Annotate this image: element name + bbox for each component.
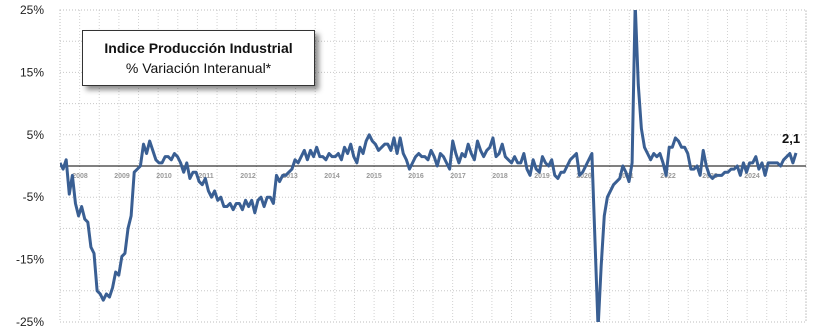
y-tick-label: -25% bbox=[16, 315, 44, 328]
x-tick-label: 2022 bbox=[660, 173, 676, 180]
x-tick-label: 2018 bbox=[492, 173, 508, 180]
x-tick-label: 2014 bbox=[324, 173, 340, 180]
series-layer bbox=[60, 10, 798, 322]
y-tick-label: 5% bbox=[27, 128, 45, 142]
x-tick-label: 2016 bbox=[408, 173, 424, 180]
x-tick-label: 2020 bbox=[576, 173, 592, 180]
x-tick-label: 2024 bbox=[744, 173, 760, 180]
x-tick-label: 2015 bbox=[366, 173, 382, 180]
x-tick-label: 2011 bbox=[198, 173, 213, 180]
x-tick-label: 2008 bbox=[72, 173, 88, 180]
y-axis-ticks: 25% 15% 5% -5% -15% -25% bbox=[16, 3, 44, 328]
x-tick-label: 2010 bbox=[156, 173, 172, 180]
x-tick-label: 2017 bbox=[450, 173, 466, 180]
y-tick-label: -15% bbox=[16, 253, 44, 267]
x-tick-label: 2012 bbox=[240, 173, 256, 180]
last-value-label: 2,1 bbox=[782, 131, 800, 146]
chart-subtitle: % Variación Interanual* bbox=[125, 60, 272, 76]
chart-title: Indice Producción Industrial bbox=[104, 40, 293, 56]
y-tick-label: -5% bbox=[23, 190, 45, 204]
y-tick-label: 15% bbox=[20, 65, 44, 79]
series-line bbox=[60, 10, 798, 322]
x-tick-label: 2019 bbox=[534, 173, 550, 180]
x-axis-ticks: 2008 2009 2010 2011 2012 2013 2014 2015 2016 2017… bbox=[72, 173, 760, 180]
x-tick-label: 2009 bbox=[114, 173, 130, 180]
chart-title-box: Indice Producción Industrial % Variación… bbox=[82, 30, 315, 86]
y-tick-label: 25% bbox=[20, 3, 44, 17]
x-tick-label: 2013 bbox=[282, 173, 298, 180]
